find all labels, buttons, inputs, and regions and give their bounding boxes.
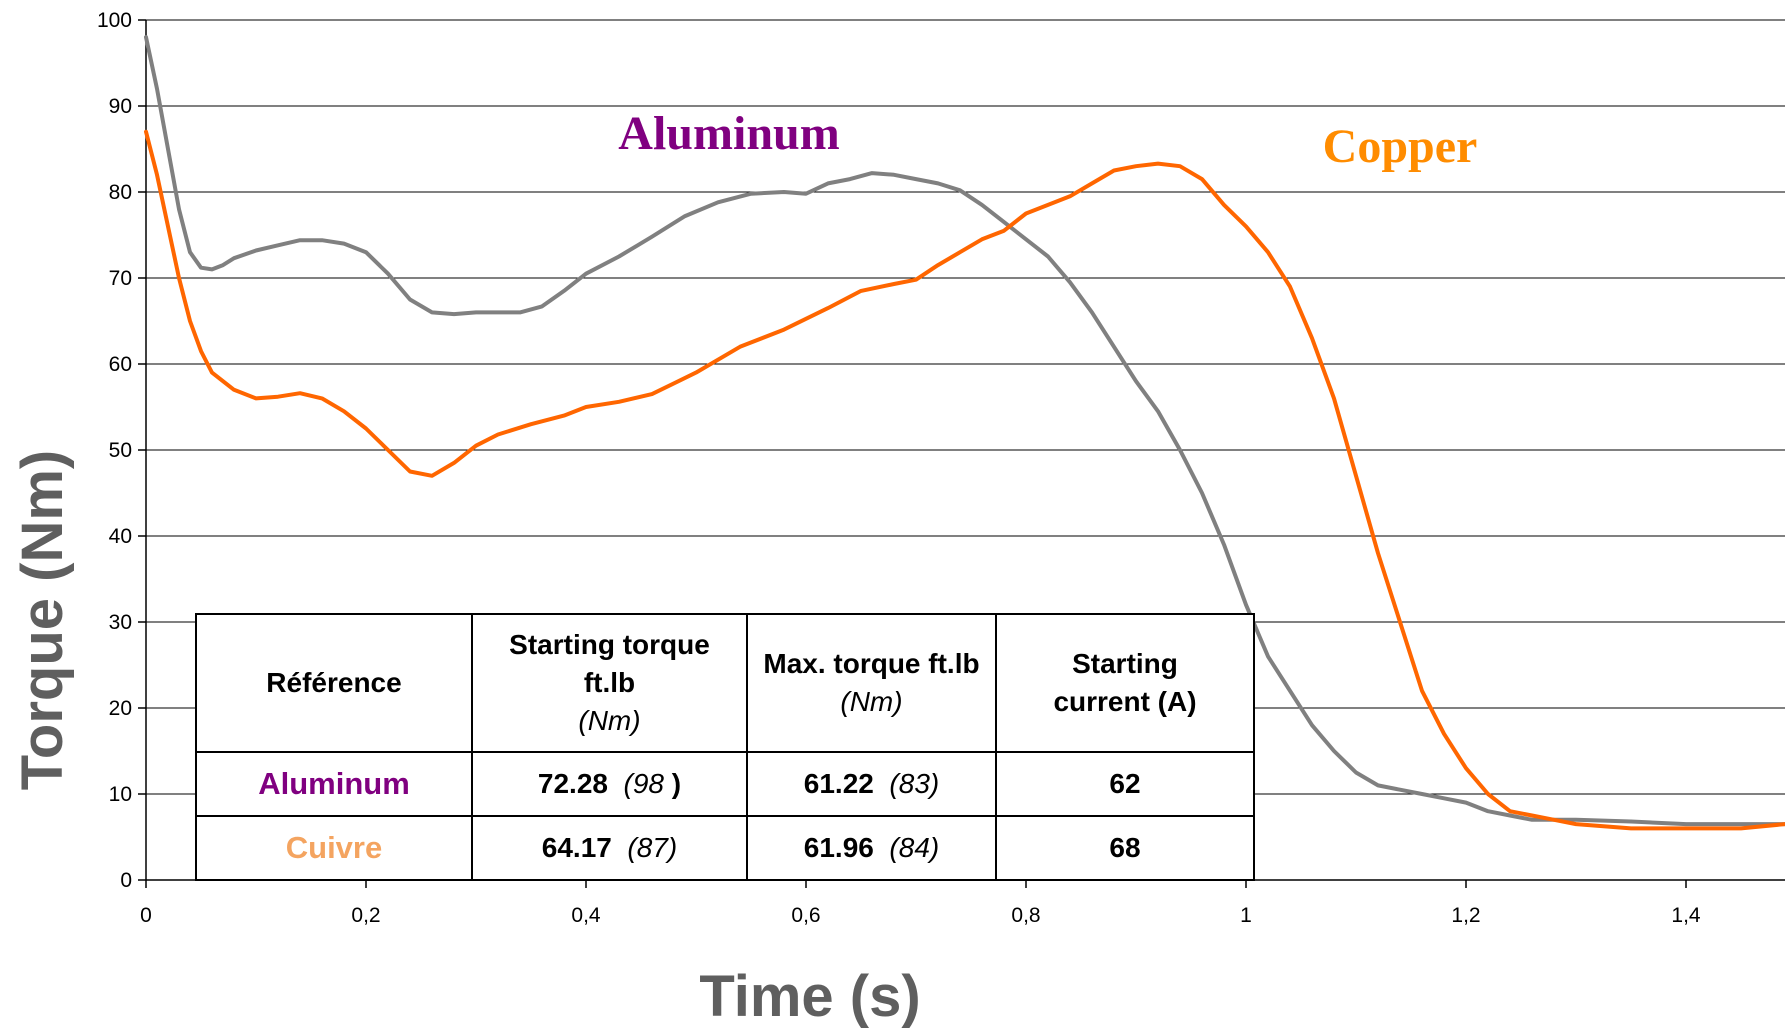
cell-unit: (87) <box>627 832 678 863</box>
cell-starting-torque: 72.28 (98 ) <box>471 751 748 817</box>
header-label: Starting torque ft.lb <box>509 629 710 698</box>
header-max-torque: Max. torque ft.lb (Nm) <box>746 613 997 753</box>
y-tick-label: 20 <box>109 697 132 720</box>
cell-max-torque: 61.22 (83) <box>746 751 997 817</box>
cell-value: 64.17 <box>541 832 612 863</box>
reference-table: Référence Starting torque ft.lb (Nm) Max… <box>195 613 1255 881</box>
header-starting-torque: Starting torque ft.lb (Nm) <box>471 613 748 753</box>
x-tick-label: 0,8 <box>1011 904 1040 927</box>
header-label: Starting current (A) <box>1053 648 1197 717</box>
x-tick-label: 1 <box>1240 904 1252 927</box>
x-tick-label: 1,4 <box>1671 904 1701 927</box>
x-tick-label: 0,4 <box>571 904 601 927</box>
y-tick-label: 100 <box>97 9 132 32</box>
x-tick-label: 0,2 <box>351 904 380 927</box>
y-tick-label: 10 <box>109 783 132 806</box>
cell-starting-current: 68 <box>995 815 1255 881</box>
table-header-row: Référence Starting torque ft.lb (Nm) Max… <box>195 613 1255 753</box>
header-unit: (Nm) <box>840 686 903 717</box>
series-line-copper <box>144 129 1785 831</box>
cell-starting-torque: 64.17 (87) <box>471 815 748 881</box>
cell-close: ) <box>671 768 682 799</box>
series-annotations: Aluminum Copper <box>618 107 1477 173</box>
header-label: Référence <box>266 667 402 698</box>
cell-max-torque: 61.96 (84) <box>746 815 997 881</box>
series-label-copper: Copper <box>1323 120 1478 173</box>
row-name-aluminum: Aluminum <box>195 751 473 817</box>
y-tick-label: 50 <box>109 439 132 462</box>
y-tick-label: 40 <box>109 525 132 548</box>
cell-value: 61.96 <box>803 832 874 863</box>
header-starting-current: Starting current (A) <box>995 613 1255 753</box>
x-tick-label: 0,6 <box>791 904 820 927</box>
cell-value: 61.22 <box>803 768 874 799</box>
y-tick-label: 0 <box>120 869 132 892</box>
cell-unit: (83) <box>889 768 940 799</box>
x-tick-label: 0 <box>140 904 152 927</box>
cell-value: 72.28 <box>537 768 608 799</box>
y-axis-title: Torque (Nm) <box>10 450 75 790</box>
header-unit: (Nm) <box>578 705 641 736</box>
header-reference: Référence <box>195 613 473 753</box>
table-row: Cuivre 64.17 (87) 61.96 (84) 68 <box>195 815 1255 881</box>
cell-starting-current: 62 <box>995 751 1255 817</box>
y-tick-label: 30 <box>109 611 132 634</box>
table-row: Aluminum 72.28 (98 ) 61.22 (83) 62 <box>195 751 1255 817</box>
series-label-aluminum: Aluminum <box>618 107 839 160</box>
cell-unit: (84) <box>889 832 940 863</box>
x-tick-label: 1,2 <box>1451 904 1480 927</box>
x-axis-title: Time (s) <box>699 964 920 1029</box>
y-axis-ticks: 0 10 20 30 40 50 60 70 80 90 100 <box>97 9 146 892</box>
header-label: Max. torque ft.lb <box>763 648 980 679</box>
series-line-aluminum <box>144 35 1785 827</box>
cell-unit: (98 <box>623 768 672 799</box>
series-lines <box>144 35 1785 831</box>
y-tick-label: 90 <box>109 95 132 118</box>
y-tick-label: 70 <box>109 267 132 290</box>
row-name-cuivre: Cuivre <box>195 815 473 881</box>
y-tick-label: 60 <box>109 353 132 376</box>
x-axis-ticks: 0 0,2 0,4 0,6 0,8 1 1,2 1,4 <box>140 880 1701 927</box>
y-tick-label: 80 <box>109 181 132 204</box>
